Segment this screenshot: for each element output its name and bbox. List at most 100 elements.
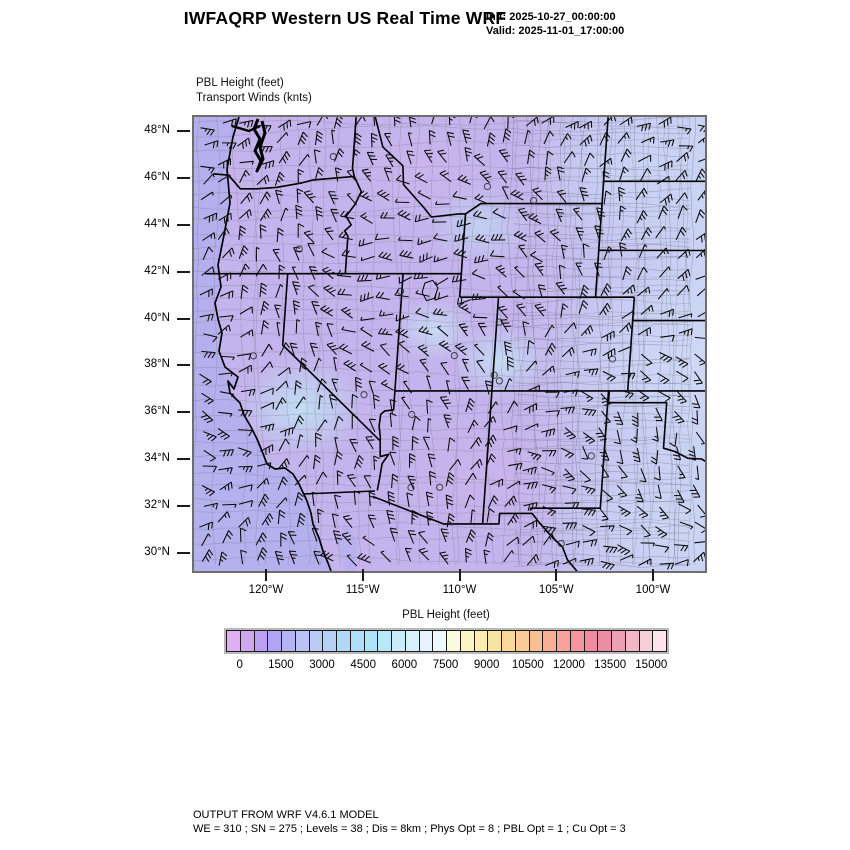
wind-barb: [384, 133, 393, 147]
wind-barb: [295, 208, 303, 212]
station-circle-icon: [450, 352, 458, 360]
wind-barb: [558, 284, 565, 287]
wind-barb: [643, 534, 651, 538]
wind-barb: [562, 306, 566, 310]
wind-barb: [579, 470, 591, 481]
wind-barb: [520, 247, 525, 250]
wind-barb: [490, 234, 495, 241]
wind-barb: [315, 436, 322, 441]
wind-barb: [581, 508, 596, 511]
wind-barb: [520, 178, 527, 181]
wind-barb: [298, 492, 304, 498]
wind-barb: [444, 402, 451, 405]
wind-barb: [383, 167, 390, 182]
wind-barb: [325, 269, 332, 273]
wind-barb: [344, 308, 351, 313]
wind-barb: [584, 140, 587, 147]
wind-barb: [464, 548, 467, 563]
wind-barb: [288, 367, 291, 374]
lat-tick-label: 48°N: [144, 124, 170, 136]
wind-barb: [667, 196, 670, 203]
wind-barb: [379, 344, 390, 357]
wind-barb: [555, 391, 560, 399]
wind-barb: [571, 488, 577, 495]
wind-barb: [407, 153, 415, 157]
wind-barb: [632, 451, 639, 455]
wind-barb: [360, 316, 363, 321]
wind-barb: [277, 558, 284, 561]
wind-barb: [290, 342, 297, 345]
wind-barb: [588, 409, 593, 416]
wind-barb: [404, 548, 412, 562]
wind-barb: [354, 152, 358, 156]
lat-tick-label: 46°N: [144, 170, 170, 183]
wind-barb: [411, 416, 416, 431]
wind-barb: [649, 327, 652, 334]
wind-barb: [257, 462, 271, 467]
wind-barb: [532, 536, 536, 543]
wind-barb: [664, 140, 667, 145]
wind-barb: [700, 235, 703, 243]
wind-barb: [631, 419, 639, 424]
wind-barb: [415, 307, 421, 313]
wind-barb: [660, 377, 667, 383]
wind-barb: [269, 361, 274, 368]
wind-barb: [552, 428, 556, 436]
wind-barb: [605, 190, 612, 196]
wind-barb: [625, 152, 630, 158]
wind-barb: [387, 157, 395, 159]
wind-barb: [299, 434, 304, 438]
wind-barb: [390, 527, 397, 530]
wind-barb: [212, 266, 215, 274]
wind-barb: [510, 498, 515, 506]
wind-barb: [514, 513, 519, 520]
wind-barb: [317, 509, 320, 524]
wind-barb: [600, 525, 615, 528]
wind-barb: [534, 232, 546, 243]
wind-barb: [429, 133, 436, 138]
wind-barb: [696, 288, 705, 297]
wind-barb: [220, 433, 227, 438]
wind-barb: [671, 335, 675, 342]
wind-barb: [565, 121, 579, 128]
wind-barb: [560, 287, 568, 290]
wind-barb: [385, 253, 391, 259]
wind-barb: [582, 539, 597, 543]
wind-barb: [631, 415, 639, 420]
wind-barb: [248, 137, 251, 145]
wind-barb: [428, 471, 432, 486]
colorbar-cell: [350, 631, 365, 651]
wind-barb: [602, 170, 610, 175]
wind-barb: [417, 272, 421, 279]
wind-barb: [375, 296, 390, 301]
wind-barb: [643, 187, 648, 195]
wind-barb: [337, 470, 344, 474]
wind-barb: [246, 211, 250, 219]
wind-barb: [461, 232, 465, 240]
wind-barb: [457, 459, 462, 466]
wind-barb: [531, 482, 535, 489]
wind-barb: [409, 453, 416, 458]
wind-barb: [365, 436, 374, 450]
wind-barb: [584, 330, 588, 335]
wind-barb: [230, 481, 233, 489]
wind-barb: [369, 418, 376, 421]
wind-barb: [357, 458, 363, 465]
wind-barb: [212, 141, 215, 149]
county-line: [194, 137, 691, 152]
field-labels: PBL Height (feet) Transport Winds (knts): [196, 76, 312, 105]
wind-barb: [475, 234, 481, 240]
wind-barb: [572, 390, 575, 395]
wind-barb: [645, 289, 647, 293]
wind-barb: [630, 346, 632, 354]
wind-barb: [699, 359, 703, 363]
wind-barb: [601, 410, 611, 423]
wind-barb: [459, 323, 466, 326]
wind-barb: [207, 352, 212, 359]
wind-barb: [568, 453, 575, 459]
wind-barb: [698, 158, 705, 163]
colorbar-cell: [515, 631, 530, 651]
wind-barb: [467, 419, 475, 433]
wind-barb: [203, 212, 217, 220]
wind-barb: [341, 532, 349, 535]
